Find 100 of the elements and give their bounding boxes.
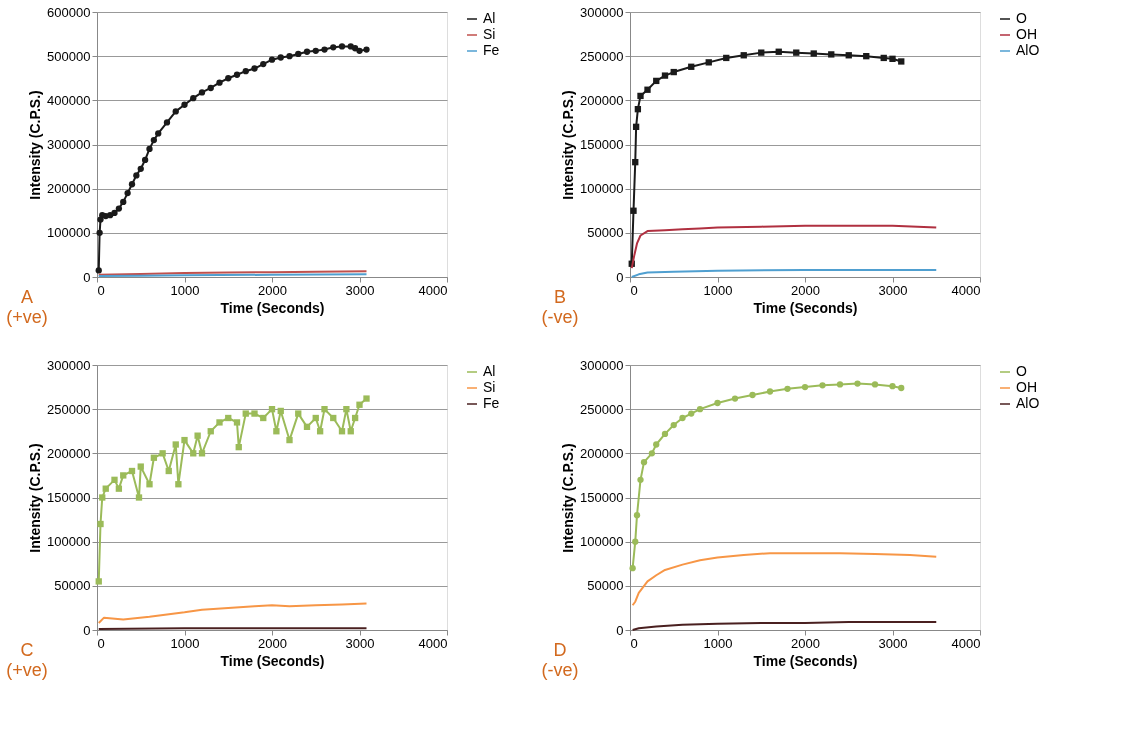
x-tick-label: 3000 — [345, 635, 375, 651]
point — [172, 108, 179, 115]
point — [810, 50, 817, 57]
point — [632, 123, 640, 130]
point — [714, 399, 721, 407]
point — [670, 68, 677, 76]
y-tick-label: 0 — [83, 622, 91, 638]
y-tick-label: 200000 — [47, 181, 91, 197]
legend-label: Si — [483, 379, 496, 395]
x-axis-title: Time (Seconds) — [753, 652, 858, 669]
y-tick-label: 200000 — [47, 445, 91, 461]
y-tick-label: 100000 — [580, 181, 624, 197]
point — [889, 383, 896, 390]
point — [190, 450, 197, 457]
point — [661, 430, 669, 438]
point — [159, 450, 166, 457]
point — [801, 383, 809, 391]
point — [637, 476, 644, 483]
x-tick-label: 2000 — [791, 282, 820, 298]
point — [679, 414, 686, 422]
legend-label: AlO — [1016, 395, 1040, 411]
legend-label: Fe — [483, 395, 500, 411]
x-tick-label: 1000 — [170, 635, 200, 651]
point — [198, 89, 206, 96]
legend-label: OH — [1016, 379, 1037, 395]
point — [233, 71, 241, 78]
point — [670, 421, 677, 429]
y-tick-label: 150000 — [47, 490, 91, 505]
x-tick-label: 1000 — [170, 282, 200, 298]
point — [749, 391, 756, 399]
line-series — [97, 602, 368, 624]
point — [312, 47, 319, 55]
point — [898, 58, 905, 65]
y-tick-label: 0 — [616, 622, 624, 638]
point — [150, 454, 158, 461]
x-tick-label: 4000 — [418, 635, 448, 651]
point — [356, 47, 363, 55]
point — [286, 436, 293, 444]
legend-label: O — [1016, 363, 1027, 379]
point — [181, 436, 188, 444]
point — [343, 406, 350, 413]
point — [338, 43, 346, 50]
x-tick-label: 4000 — [951, 635, 981, 651]
point — [137, 165, 144, 172]
point — [363, 395, 370, 402]
y-tick-label: 100000 — [47, 534, 91, 550]
point — [356, 401, 363, 408]
x-tick-label: 1000 — [703, 635, 733, 651]
point — [146, 145, 153, 153]
point — [629, 565, 636, 572]
point — [141, 156, 149, 164]
y-tick-label: 150000 — [580, 490, 624, 505]
y-axis-title: Intensity (C.P.S.) — [560, 90, 577, 200]
x-tick-label: 0 — [97, 635, 105, 651]
point — [705, 59, 712, 66]
y-tick-label: 250000 — [47, 401, 91, 417]
point — [235, 443, 242, 451]
y-tick-label: 250000 — [580, 401, 624, 417]
point — [688, 410, 695, 417]
point — [181, 101, 188, 108]
point — [363, 46, 370, 53]
point — [155, 130, 162, 137]
point — [260, 60, 267, 68]
point — [351, 414, 359, 422]
point — [225, 414, 232, 422]
point — [128, 181, 136, 188]
text: D (-ve) — [541, 640, 579, 680]
point — [277, 407, 284, 415]
point — [99, 494, 106, 501]
point — [133, 172, 140, 179]
y-tick-label: 50000 — [587, 578, 624, 594]
point — [836, 381, 844, 388]
point — [312, 414, 319, 422]
point — [723, 54, 730, 62]
point — [775, 48, 782, 55]
y-tick-label: 400000 — [47, 92, 91, 108]
point — [819, 382, 826, 389]
point — [111, 476, 118, 483]
y-tick-label: 300000 — [47, 137, 91, 152]
line-series — [631, 552, 938, 607]
point — [146, 481, 153, 488]
point — [295, 50, 302, 58]
y-axis-title: Intensity (C.P.S.) — [560, 443, 577, 553]
point — [632, 159, 639, 166]
point — [124, 189, 131, 197]
point — [828, 51, 835, 58]
point — [95, 578, 102, 585]
y-tick-label: 50000 — [587, 225, 624, 241]
x-tick-label: 0 — [630, 282, 638, 298]
x-axis-title: Time (Seconds) — [220, 652, 325, 669]
point — [97, 520, 104, 528]
line-series — [630, 224, 938, 270]
point — [251, 410, 258, 417]
point — [207, 428, 214, 435]
point — [96, 229, 103, 236]
point — [268, 56, 276, 63]
point — [338, 428, 346, 435]
point — [216, 419, 223, 426]
y-tick-label: 100000 — [47, 225, 91, 241]
point — [854, 380, 861, 387]
